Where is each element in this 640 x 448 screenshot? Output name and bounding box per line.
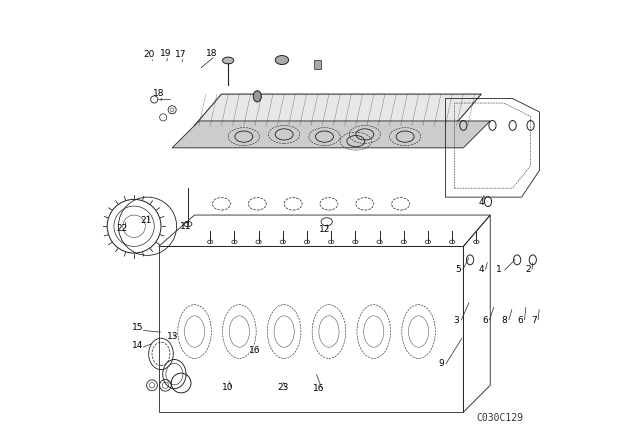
Ellipse shape (223, 57, 234, 64)
Text: 19: 19 (160, 49, 171, 58)
Text: 10: 10 (223, 383, 234, 392)
Text: 16: 16 (250, 346, 260, 355)
Text: 23: 23 (278, 383, 289, 392)
Text: 8: 8 (502, 316, 508, 325)
Text: 2: 2 (525, 265, 531, 274)
Text: 16: 16 (314, 384, 325, 393)
Text: 14: 14 (132, 341, 143, 350)
Text: 3: 3 (454, 316, 460, 325)
Ellipse shape (253, 90, 261, 102)
Polygon shape (172, 121, 490, 148)
Text: 22: 22 (116, 224, 127, 233)
Text: 4: 4 (479, 265, 484, 274)
Text: C030C129: C030C129 (477, 414, 524, 423)
Text: 1: 1 (497, 265, 502, 274)
Polygon shape (195, 94, 481, 125)
Text: 13: 13 (167, 332, 179, 341)
Text: 5: 5 (455, 265, 461, 274)
Ellipse shape (275, 56, 289, 65)
Text: 18: 18 (153, 89, 164, 98)
Text: 12: 12 (319, 225, 330, 234)
Text: 9: 9 (438, 359, 444, 368)
Text: 4: 4 (479, 198, 484, 207)
Text: 6: 6 (482, 316, 488, 325)
Text: 11: 11 (180, 222, 191, 231)
Text: 15: 15 (131, 323, 143, 332)
Text: 21: 21 (141, 216, 152, 225)
Text: 6: 6 (518, 316, 524, 325)
Text: 7: 7 (531, 316, 537, 325)
Text: 18: 18 (206, 49, 218, 58)
Text: 20: 20 (143, 50, 154, 59)
Bar (314, 60, 321, 69)
Text: 17: 17 (175, 50, 186, 59)
